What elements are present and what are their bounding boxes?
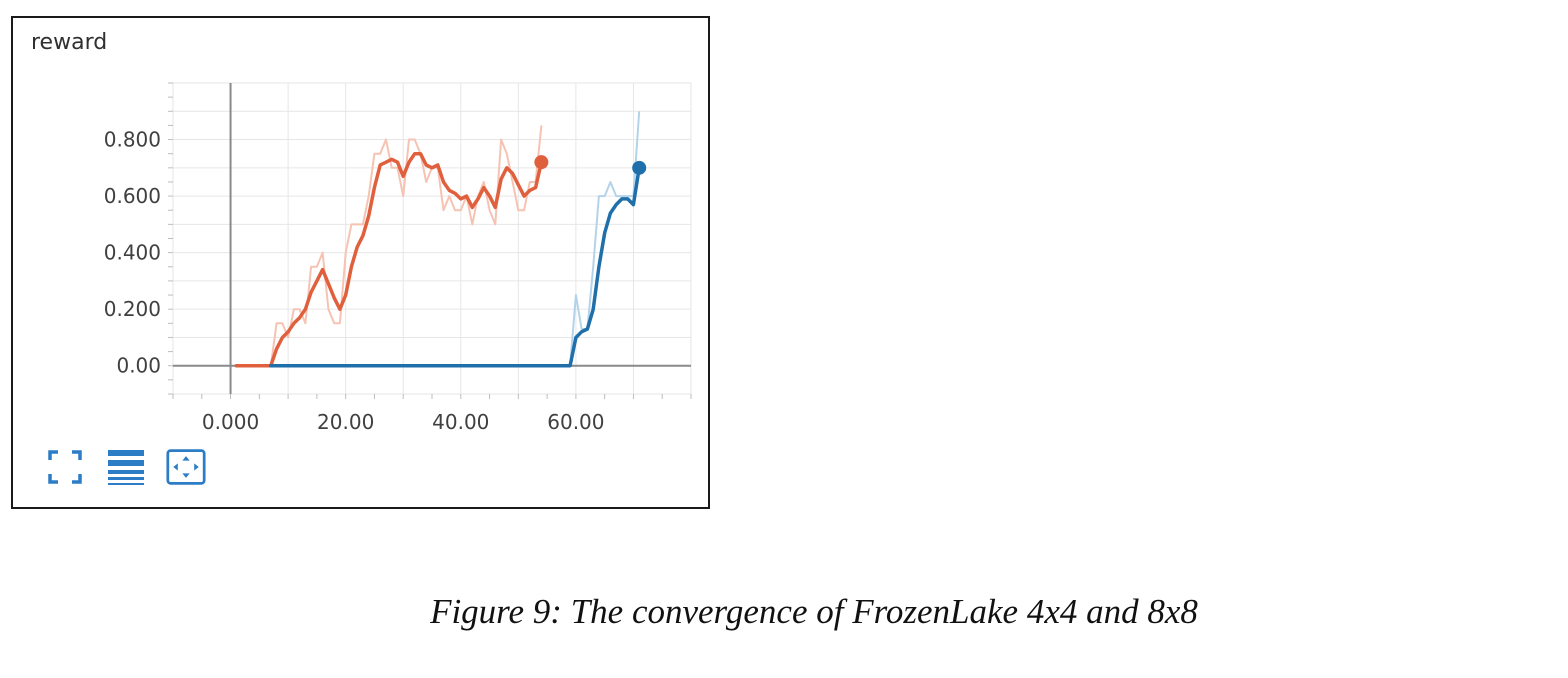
x-tick-label: 20.00 <box>317 410 374 434</box>
figure-caption: Figure 9: The convergence of FrozenLake … <box>430 592 1198 631</box>
x-tick-label: 60.00 <box>547 410 604 434</box>
list-icon[interactable] <box>105 447 145 487</box>
series-2-end-point <box>632 160 647 175</box>
x-tick-label: 0.000 <box>202 410 259 434</box>
series-2-line <box>269 166 641 368</box>
y-tick-label: 0.800 <box>104 128 161 152</box>
y-tick-label: 0.600 <box>104 184 161 208</box>
y-tick-label: 0.200 <box>104 297 161 321</box>
chart-panel: reward 0.00 0.200 0.400 0.600 0.800 0.000 20.0… <box>11 16 710 509</box>
expand-icon[interactable] <box>45 447 85 487</box>
chart-title: reward <box>31 30 108 55</box>
reward-chart: 0.00 0.200 0.400 0.600 0.800 0.000 20.00 40.00 6… <box>104 82 692 434</box>
fit-domain-icon[interactable] <box>166 447 206 487</box>
series-2-raw-line <box>270 111 641 367</box>
y-tick-label: 0.00 <box>116 354 161 378</box>
series-1-line <box>234 151 544 368</box>
series-1-end-point <box>534 155 549 170</box>
y-tick-label: 0.400 <box>104 241 161 265</box>
x-tick-label: 40.00 <box>432 410 489 434</box>
